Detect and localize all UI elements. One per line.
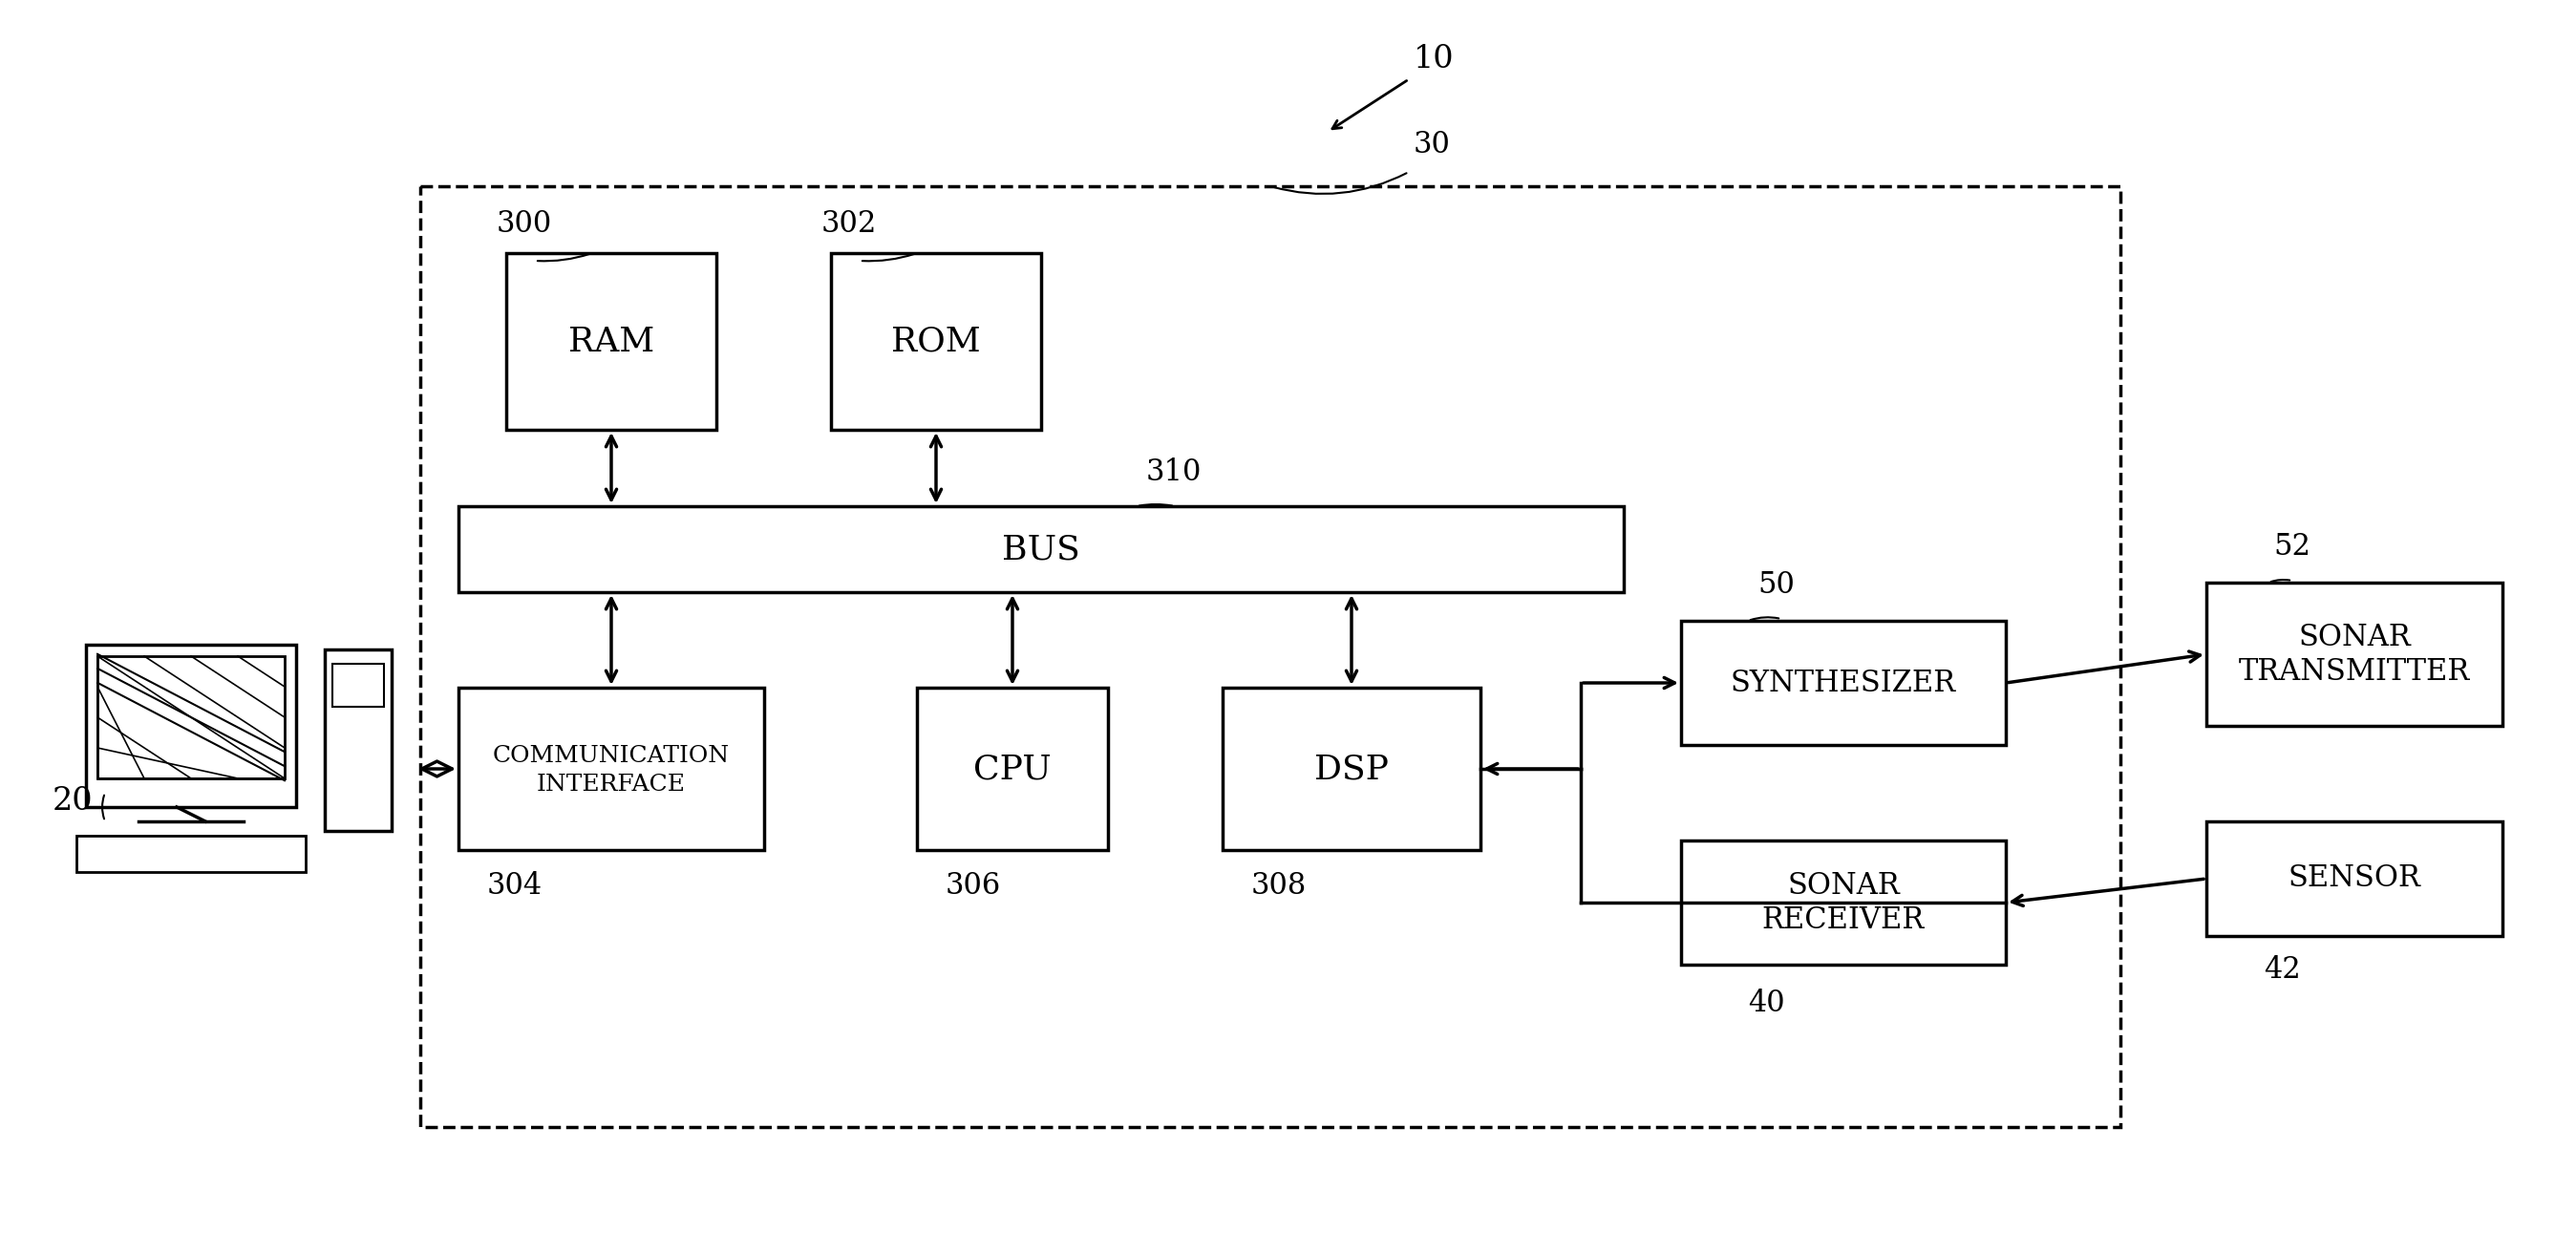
Text: CPU: CPU (974, 753, 1051, 786)
Bar (98, 656, 283, 778)
Bar (2208, 821, 2501, 936)
Text: RAM: RAM (569, 325, 654, 358)
Bar (507, 254, 716, 429)
Text: 306: 306 (945, 871, 1002, 901)
Text: ROM: ROM (891, 325, 981, 358)
Bar (832, 254, 1041, 429)
Text: 42: 42 (2264, 955, 2300, 985)
Text: BUS: BUS (1002, 533, 1079, 566)
Text: SENSOR: SENSOR (2287, 863, 2421, 894)
Text: INTERFACE: INTERFACE (536, 774, 685, 796)
Bar (1682, 841, 2007, 965)
Text: DSP: DSP (1314, 753, 1388, 786)
Text: COMMUNICATION: COMMUNICATION (492, 744, 729, 767)
Bar (325, 650, 392, 831)
Text: 310: 310 (1146, 458, 1203, 487)
Bar (420, 186, 2120, 1127)
Text: 52: 52 (2272, 532, 2311, 561)
Text: TRANSMITTER: TRANSMITTER (2239, 656, 2470, 686)
Bar (1224, 688, 1481, 850)
Bar (459, 688, 765, 850)
Bar (332, 664, 384, 707)
Bar (85, 645, 296, 807)
Text: SYNTHESIZER: SYNTHESIZER (1731, 668, 1955, 698)
Text: SONAR: SONAR (2298, 622, 2411, 651)
Text: 30: 30 (1414, 131, 1450, 159)
Text: 50: 50 (1757, 570, 1795, 600)
Text: 300: 300 (497, 210, 551, 238)
Text: 20: 20 (52, 786, 93, 817)
Text: 304: 304 (487, 871, 544, 901)
Text: 308: 308 (1252, 871, 1306, 901)
Bar (2208, 582, 2501, 725)
Bar (77, 836, 307, 872)
Text: SONAR: SONAR (1788, 871, 1899, 900)
Bar (459, 506, 1623, 592)
Bar (1682, 621, 2007, 745)
Text: 40: 40 (1749, 989, 1785, 1018)
Text: 10: 10 (1414, 44, 1455, 74)
Text: 302: 302 (822, 210, 878, 238)
Text: RECEIVER: RECEIVER (1762, 905, 1924, 935)
Bar (917, 688, 1108, 850)
